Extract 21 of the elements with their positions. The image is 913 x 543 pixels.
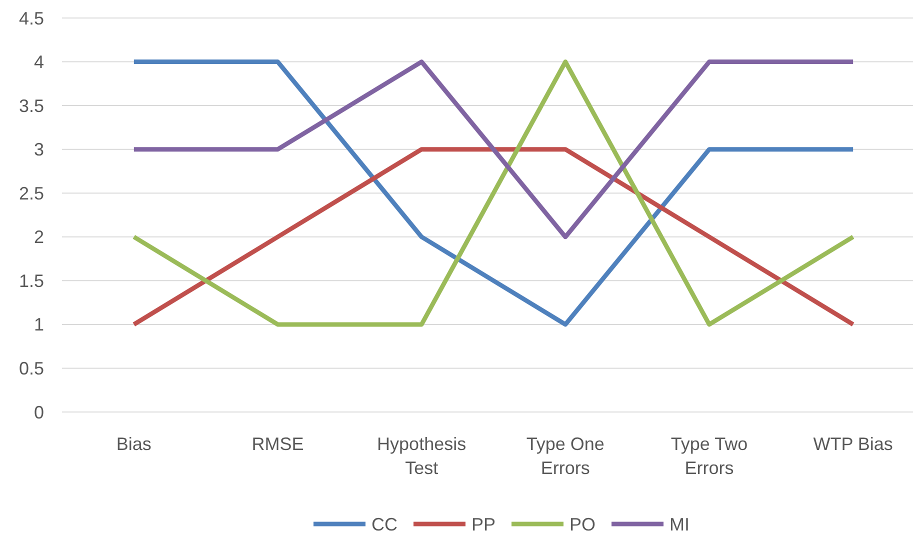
y-tick-label: 4 <box>34 52 44 72</box>
legend-label: PP <box>471 514 496 534</box>
legend-label: MI <box>670 514 690 534</box>
y-tick-label: 3 <box>34 140 44 160</box>
x-tick-label: Bias <box>116 434 152 454</box>
x-tick-label: Hypothesis Test <box>377 434 466 478</box>
y-tick-label: 1.5 <box>18 270 44 291</box>
x-tick-label: Type One Errors <box>526 434 604 478</box>
legend-label: CC <box>371 514 398 534</box>
y-tick-label: 2 <box>34 227 44 248</box>
y-tick-label: 1 <box>34 314 44 335</box>
line-series <box>132 60 856 327</box>
y-tick-label: 0.5 <box>18 358 44 379</box>
x-tick-label: Type Two Errors <box>670 434 748 478</box>
y-tick-label: 2.5 <box>18 183 44 204</box>
y-tick-label: 3.5 <box>18 96 44 116</box>
x-tick-label: WTP Bias <box>813 434 893 454</box>
legend-label: PO <box>570 514 596 534</box>
y-tick-label: 0 <box>34 402 44 422</box>
y-tick-label: 4.5 <box>18 8 44 28</box>
x-tick-label: RMSE <box>252 434 304 454</box>
